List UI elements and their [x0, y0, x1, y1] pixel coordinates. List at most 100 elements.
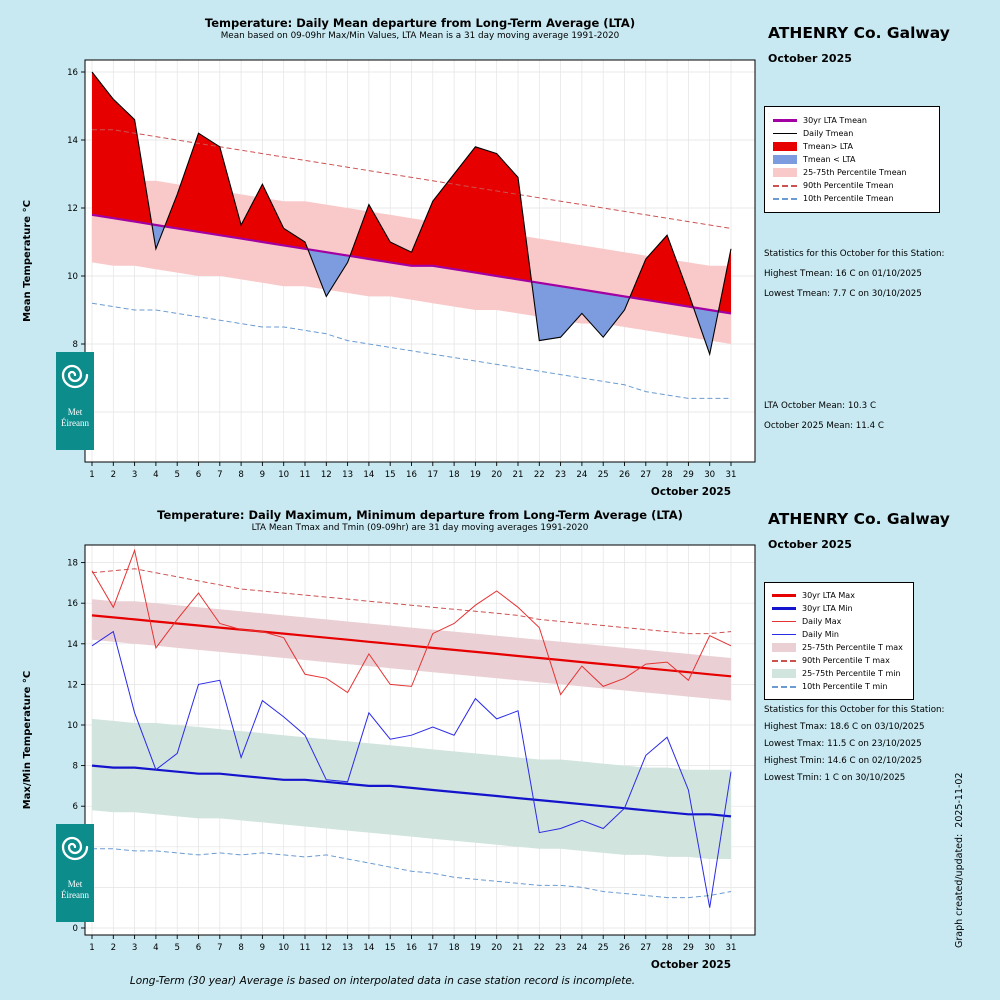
lta-mean-line: LTA October Mean: 10.3 C: [764, 401, 877, 411]
y-tick-label: 16: [67, 599, 78, 609]
x-tick-label: 31: [726, 943, 737, 953]
x-tick-label: 28: [662, 943, 673, 953]
x-tick-label: 4: [153, 943, 158, 953]
lta-tmean-line: [91, 213, 732, 315]
bottom-stats: Statistics for this October for this Sta…: [764, 702, 998, 787]
legend-item: Daily Tmean: [773, 129, 931, 138]
x-tick-label: 25: [598, 943, 609, 953]
legend-item: Daily Max: [772, 617, 906, 626]
plot-frame: [84, 59, 756, 463]
x-tick-label: 23: [555, 943, 566, 953]
met-eireann-spiral-icon: [61, 364, 89, 389]
x-tick-label: 4: [153, 470, 158, 480]
bottom-legend: 30yr LTA Max 30yr LTA Min Daily Max Daily M…: [764, 582, 914, 700]
y-tick-label: 12: [67, 204, 78, 214]
x-tick-label: 6: [196, 470, 201, 480]
x-tick-label: 7: [217, 470, 222, 480]
logo-text-met: Met: [67, 407, 83, 417]
x-tick-label: 27: [640, 943, 651, 953]
x-tick-label: 8: [238, 470, 243, 480]
logo-text: Met Éireann: [56, 407, 94, 429]
graph-created-credit: Graph created/updated: 2025-11-02: [954, 772, 965, 949]
legend-label: 30yr LTA Tmean: [803, 116, 867, 125]
x-tick-label: 18: [449, 470, 460, 480]
legend-swatch-fill-icon: [773, 155, 797, 164]
x-tick-label: 25: [598, 470, 609, 480]
y-tick-label: 14: [67, 640, 78, 650]
x-tick-label: 6: [196, 943, 201, 953]
y-axis-label: Mean Temperature °C: [22, 200, 33, 322]
x-tick-label: 23: [555, 470, 566, 480]
legend-item: 30yr LTA Min: [772, 604, 906, 613]
x-tick-label: 2: [111, 470, 116, 480]
p90-tmax-line: [91, 568, 732, 635]
stats-line: Lowest Tmin: 1 C on 30/10/2025: [764, 773, 906, 783]
lta-means-block: LTA October Mean: 10.3 C October 2025 Me…: [764, 396, 998, 436]
y-tick-label: 0: [73, 924, 78, 934]
x-tick-label: 2: [111, 943, 116, 953]
legend-item: 25-75th Percentile T min: [772, 669, 906, 678]
stats-line: Lowest Tmean: 7.7 C on 30/10/2025: [764, 289, 922, 299]
x-tick-label: 28: [662, 470, 673, 480]
top-legend: 30yr LTA Tmean Daily Tmean Tmean> LTA Tmean…: [764, 106, 940, 213]
p90-tmean-line: [92, 129, 732, 229]
x-tick-label: 10: [278, 943, 289, 953]
x-tick-label: 5: [174, 943, 179, 953]
x-tick-label: 21: [513, 943, 524, 953]
p10-tmin-line: [92, 848, 732, 899]
legend-item: 90th Percentile T max: [772, 656, 906, 665]
daily-tmax-line: [91, 548, 732, 696]
legend-item: 30yr LTA Max: [772, 591, 906, 600]
x-tick-label: 20: [491, 470, 502, 480]
logo-text-met: Met: [67, 879, 83, 889]
plot-frame: [84, 544, 756, 936]
legend-item: Daily Min: [772, 630, 906, 639]
x-tick-label: 17: [427, 470, 438, 480]
legend-swatch-line-icon: [772, 634, 796, 635]
legend-swatch-line-icon: [773, 133, 797, 134]
legend-swatch-fill-icon: [772, 643, 796, 652]
station-name-top: ATHENRY Co. Galway: [768, 24, 950, 42]
x-tick-label: 31: [726, 470, 737, 480]
legend-label: 25-75th Percentile Tmean: [803, 168, 907, 177]
x-tick-label: 22: [534, 943, 545, 953]
x-tick-label: 12: [321, 943, 332, 953]
daily-tmin-line: [91, 630, 732, 908]
legend-swatch-line-icon: [773, 119, 797, 122]
legend-swatch-line-icon: [772, 621, 796, 622]
top-chart-subtitle: Mean based on 09-09hr Max/Min Values, LT…: [220, 31, 620, 41]
x-axis-label: October 2025: [651, 486, 731, 498]
legend-swatch-dash-icon: [772, 659, 796, 662]
x-tick-label: 1: [89, 943, 94, 953]
x-tick-label: 9: [260, 943, 265, 953]
top-chart-title: Temperature: Daily Mean departure from L…: [204, 16, 636, 30]
legend-swatch-dash-icon: [773, 197, 797, 200]
y-tick-label: 6: [73, 802, 78, 812]
lta-mean-line: October 2025 Mean: 11.4 C: [764, 421, 884, 431]
month-label-bottom: October 2025: [768, 538, 852, 551]
x-tick-label: 27: [640, 470, 651, 480]
logo-text: Met Éireann: [56, 879, 94, 901]
y-tick-label: 8: [73, 340, 78, 350]
tmax-percentile-band: [92, 599, 731, 701]
legend-swatch-line-icon: [772, 607, 796, 610]
legend-swatch-fill-icon: [773, 142, 797, 151]
x-tick-label: 18: [449, 943, 460, 953]
x-tick-label: 24: [576, 470, 587, 480]
legend-label: Tmean> LTA: [803, 142, 853, 151]
x-tick-label: 24: [576, 943, 587, 953]
x-tick-label: 13: [342, 943, 353, 953]
x-tick-label: 7: [217, 943, 222, 953]
x-tick-label: 19: [470, 943, 481, 953]
daily-tmean-line: [91, 71, 732, 357]
stats-line: Highest Tmean: 16 C on 01/10/2025: [764, 269, 922, 279]
y-tick-label: 12: [67, 680, 78, 690]
x-tick-label: 8: [238, 943, 243, 953]
bottom-chart-subtitle: LTA Mean Tmax and Tmin (09-09hr) are 31 …: [251, 523, 589, 533]
legend-swatch-fill-icon: [773, 168, 797, 177]
x-tick-label: 20: [491, 943, 502, 953]
lta-tmax-line: [91, 614, 732, 678]
x-axis-label: October 2025: [651, 959, 731, 971]
legend-swatch-dash-icon: [772, 685, 796, 688]
legend-label: 25-75th Percentile T max: [802, 643, 903, 652]
